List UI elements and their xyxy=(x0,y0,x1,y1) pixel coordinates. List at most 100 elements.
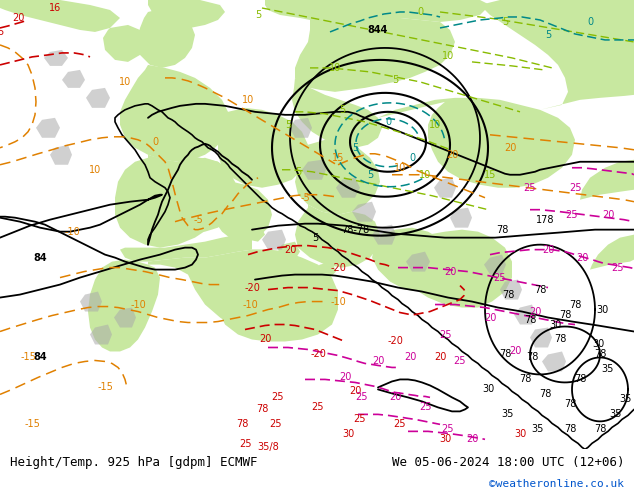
Text: 35: 35 xyxy=(602,365,614,374)
Text: 35/8: 35/8 xyxy=(257,442,279,452)
Text: 20: 20 xyxy=(349,387,361,396)
Text: 20: 20 xyxy=(529,307,541,317)
Text: 10: 10 xyxy=(89,165,101,175)
Polygon shape xyxy=(302,160,326,180)
Text: 20: 20 xyxy=(542,245,554,255)
Polygon shape xyxy=(80,292,102,312)
Text: 20: 20 xyxy=(504,143,516,153)
Text: 84: 84 xyxy=(33,352,47,363)
Text: 30: 30 xyxy=(596,305,608,315)
Polygon shape xyxy=(148,249,335,338)
Polygon shape xyxy=(336,178,360,197)
Text: 5: 5 xyxy=(367,170,373,180)
Text: 5: 5 xyxy=(295,167,301,177)
Text: 10: 10 xyxy=(394,163,406,173)
Text: 178: 178 xyxy=(536,215,554,225)
Polygon shape xyxy=(114,308,136,327)
Text: 30: 30 xyxy=(342,429,354,440)
Text: 78: 78 xyxy=(569,299,581,310)
Text: 0: 0 xyxy=(409,153,415,163)
Text: 20: 20 xyxy=(389,392,401,402)
Text: 5: 5 xyxy=(285,120,291,130)
Text: 78: 78 xyxy=(554,335,566,344)
Polygon shape xyxy=(372,228,455,292)
Text: 5: 5 xyxy=(545,30,551,40)
Text: 25: 25 xyxy=(239,440,251,449)
Text: 5: 5 xyxy=(339,105,345,115)
Text: 25: 25 xyxy=(356,392,368,402)
Polygon shape xyxy=(262,230,286,249)
Polygon shape xyxy=(218,249,338,342)
Text: 20: 20 xyxy=(576,253,588,263)
Text: 20: 20 xyxy=(509,346,521,357)
Text: 30: 30 xyxy=(592,340,604,349)
Text: 25: 25 xyxy=(494,272,507,283)
Text: 20: 20 xyxy=(434,352,446,363)
Text: 0: 0 xyxy=(385,117,391,127)
Polygon shape xyxy=(450,208,472,228)
Polygon shape xyxy=(218,108,308,188)
Text: 78: 78 xyxy=(534,285,546,294)
Polygon shape xyxy=(86,88,110,108)
Text: 78: 78 xyxy=(524,315,536,324)
Text: 78: 78 xyxy=(559,310,571,319)
Text: 10: 10 xyxy=(429,120,441,130)
Polygon shape xyxy=(295,140,380,215)
Text: 20: 20 xyxy=(484,313,496,322)
Text: 20: 20 xyxy=(446,150,458,160)
Text: 30: 30 xyxy=(549,319,561,329)
Polygon shape xyxy=(590,235,634,270)
Text: 16: 16 xyxy=(49,3,61,13)
Text: 78: 78 xyxy=(526,352,538,363)
Text: 78-78: 78-78 xyxy=(341,224,369,235)
Polygon shape xyxy=(500,280,522,299)
Text: 78: 78 xyxy=(539,390,551,399)
Polygon shape xyxy=(484,255,506,274)
Text: 10: 10 xyxy=(242,95,254,105)
Text: 20: 20 xyxy=(404,352,416,363)
Polygon shape xyxy=(372,224,396,245)
Text: 0: 0 xyxy=(587,17,593,27)
Polygon shape xyxy=(316,262,336,278)
Text: 5: 5 xyxy=(312,233,318,243)
Polygon shape xyxy=(580,160,634,200)
Text: 20: 20 xyxy=(284,245,296,255)
Text: 78: 78 xyxy=(594,349,606,360)
Polygon shape xyxy=(44,50,68,66)
Polygon shape xyxy=(103,25,145,62)
Text: 25: 25 xyxy=(312,402,324,413)
Polygon shape xyxy=(352,202,376,221)
Text: -15: -15 xyxy=(20,352,36,363)
Polygon shape xyxy=(434,178,456,197)
Text: 25: 25 xyxy=(394,419,406,429)
Text: 25: 25 xyxy=(418,402,431,413)
Text: 25: 25 xyxy=(569,183,581,193)
Text: -20: -20 xyxy=(310,349,326,360)
Polygon shape xyxy=(514,305,536,324)
Text: ©weatheronline.co.uk: ©weatheronline.co.uk xyxy=(489,479,624,489)
Text: 10: 10 xyxy=(329,63,341,73)
Text: 35: 35 xyxy=(532,424,544,434)
Text: -20: -20 xyxy=(244,283,260,293)
Text: 20: 20 xyxy=(602,210,614,220)
Text: -5: -5 xyxy=(193,215,203,225)
Polygon shape xyxy=(244,224,265,242)
Text: We 05-06-2024 18:00 UTC (12+06): We 05-06-2024 18:00 UTC (12+06) xyxy=(392,456,624,469)
Text: 844: 844 xyxy=(368,25,388,35)
Polygon shape xyxy=(0,0,120,32)
Text: 5: 5 xyxy=(502,17,508,27)
Text: 30: 30 xyxy=(439,434,451,444)
Text: -15: -15 xyxy=(97,382,113,392)
Text: -10: -10 xyxy=(64,227,80,237)
Polygon shape xyxy=(36,118,60,138)
Text: 30: 30 xyxy=(482,385,494,394)
Polygon shape xyxy=(137,8,195,68)
Text: 20: 20 xyxy=(12,13,24,23)
Text: 35: 35 xyxy=(620,394,632,404)
Polygon shape xyxy=(120,235,252,262)
Text: 25: 25 xyxy=(272,392,284,402)
Polygon shape xyxy=(148,0,225,28)
Polygon shape xyxy=(292,78,382,148)
Polygon shape xyxy=(378,98,575,188)
Text: 10: 10 xyxy=(442,51,454,61)
